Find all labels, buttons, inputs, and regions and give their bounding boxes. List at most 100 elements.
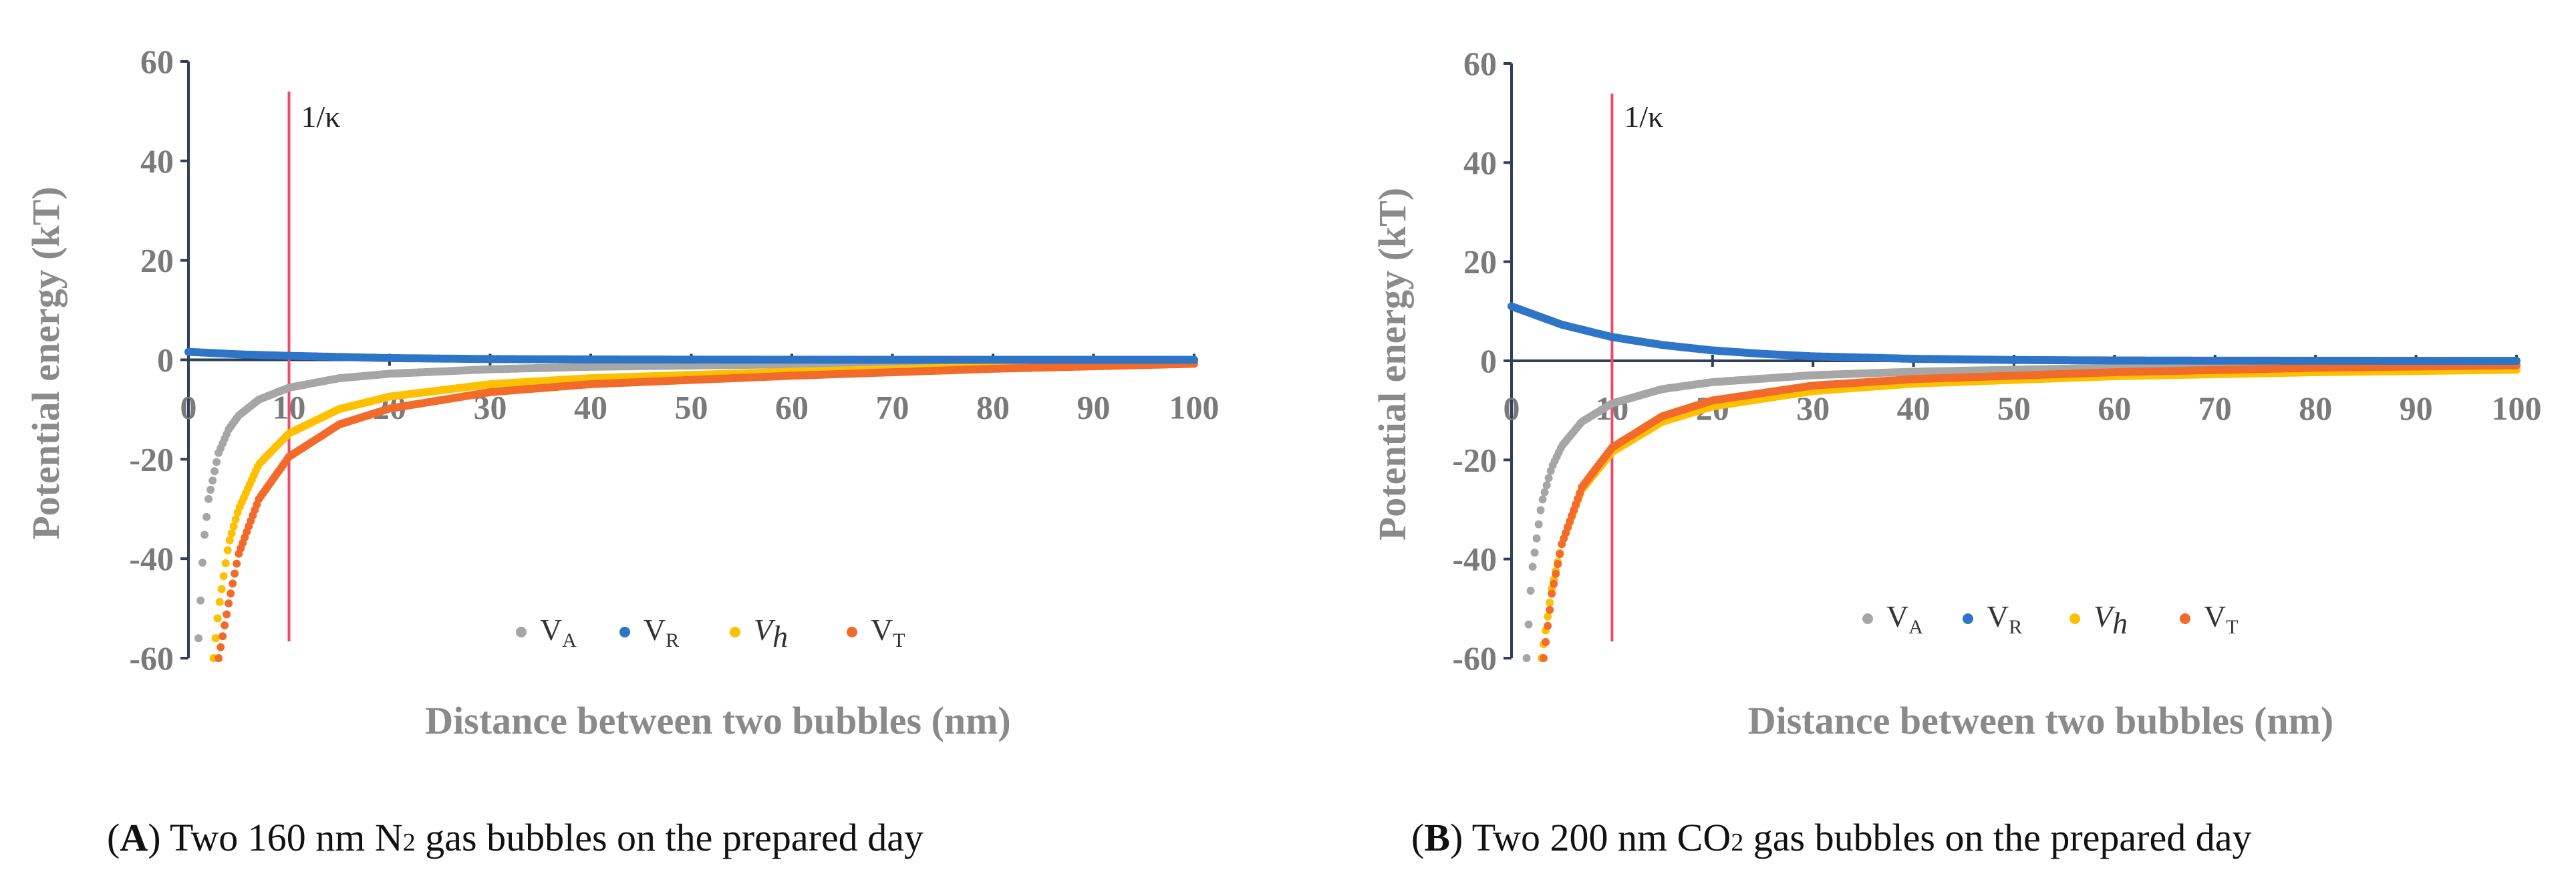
y-tick-label: 0	[1480, 342, 1497, 380]
y-tick-label: 40	[140, 142, 174, 180]
series-vt	[214, 359, 1198, 662]
data-point-vt	[214, 654, 223, 662]
legend-item-vh: Vh	[2069, 599, 2128, 640]
series-vr	[1508, 302, 2521, 365]
series-vt	[1540, 361, 2521, 662]
x-tick-label: 40	[574, 389, 607, 426]
legend-item-vt: VT	[847, 613, 905, 651]
data-point-vt	[1540, 654, 1548, 662]
data-point-va	[208, 476, 217, 485]
data-point-vt	[225, 599, 233, 608]
legend-marker	[2069, 613, 2080, 624]
legend-label: VR	[643, 613, 679, 651]
data-point-vh	[217, 585, 226, 593]
x-tick-label: 100	[2492, 390, 2542, 427]
data-point-vt	[1544, 621, 1552, 630]
y-tick-label: -20	[129, 440, 174, 478]
legend-label: VA	[1886, 599, 1923, 638]
legend-marker	[2180, 613, 2190, 624]
y-tick-label: 20	[1463, 243, 1497, 281]
x-tick-label: 60	[2098, 390, 2131, 427]
data-point-vt	[217, 643, 225, 651]
data-point-vh	[219, 572, 228, 581]
x-tick-label: 90	[1077, 389, 1111, 426]
y-tick-label: -60	[129, 639, 174, 677]
legend-item-vt: VT	[2180, 599, 2239, 638]
x-tick-label: 0	[1504, 390, 1520, 427]
legend-label: VT	[2204, 599, 2239, 638]
data-point-va	[1532, 534, 1541, 543]
data-point-va	[1526, 587, 1535, 595]
legend-item-va: VA	[516, 613, 577, 651]
data-point-vh	[223, 546, 232, 555]
legend-item-va: VA	[1862, 599, 1923, 638]
y-tick-label: 20	[140, 242, 174, 279]
legend-marker	[847, 627, 857, 637]
data-point-vt	[1552, 569, 1560, 578]
kappa-label: 1/κ	[1624, 100, 1663, 134]
data-point-vh	[225, 536, 234, 545]
y-tick-label: 60	[140, 43, 174, 80]
data-point-vt	[1554, 560, 1562, 569]
data-point-vt	[1542, 637, 1550, 646]
x-tick-label: 70	[876, 389, 909, 426]
data-point-va	[196, 596, 205, 605]
data-point-vr	[1190, 355, 1198, 364]
data-point-vt	[1556, 550, 1564, 559]
data-point-va	[1534, 520, 1543, 529]
data-point-va	[1530, 549, 1539, 557]
data-point-va	[200, 531, 209, 539]
data-point-va	[1544, 474, 1553, 482]
data-point-va	[1542, 481, 1551, 490]
y-tick-label: 0	[157, 341, 174, 379]
x-tick-label: 90	[2400, 390, 2433, 427]
x-tick-label: 100	[1169, 389, 1220, 426]
legend-label: VR	[1987, 599, 2022, 638]
series-va	[194, 359, 1198, 643]
data-point-va	[210, 467, 219, 476]
chart-panel-a: 6040200-20-40-6001020304050607080901001/…	[24, 43, 1220, 742]
data-point-vt	[1548, 589, 1556, 598]
y-axis-title: Potential energy (kT)	[1371, 188, 1414, 541]
data-point-vh	[1544, 612, 1552, 621]
legend-label: VT	[871, 613, 905, 651]
legend-label: Vh	[2094, 599, 2128, 640]
chart-panel-b: 6040200-20-40-6001020304050607080901001/…	[1371, 45, 2542, 742]
data-point-vt	[221, 621, 229, 629]
y-tick-label: 60	[1463, 45, 1497, 82]
data-point-vh	[215, 597, 224, 606]
data-point-va	[206, 486, 215, 494]
data-point-va	[1524, 620, 1533, 629]
data-point-vh	[213, 614, 222, 623]
x-tick-label: 40	[1897, 390, 1930, 427]
legend-item-vr: VR	[619, 613, 679, 651]
legend-item-vr: VR	[1963, 599, 2022, 638]
x-axis-title: Distance between two bubbles (nm)	[425, 699, 1010, 742]
data-point-vh	[231, 515, 240, 524]
data-point-va	[194, 634, 203, 643]
x-tick-label: 80	[976, 389, 1010, 426]
data-point-vt	[229, 579, 237, 588]
legend-item-vh: Vh	[730, 613, 788, 653]
y-tick-label: 40	[1463, 144, 1497, 181]
data-point-vh	[211, 634, 220, 643]
data-point-vh	[229, 522, 238, 531]
data-point-va	[1538, 495, 1547, 504]
caption-b: (B) Two 200 nm CO2 gas bubbles on the pr…	[1411, 816, 2252, 859]
data-point-vt	[219, 632, 227, 641]
caption-a: (A) Two 160 nm N2 gas bubbles on the pre…	[107, 816, 923, 859]
data-point-va	[1522, 654, 1531, 662]
legend-marker	[516, 627, 527, 637]
data-point-vt	[223, 610, 231, 619]
x-tick-label: 50	[1997, 390, 2031, 427]
data-point-vt	[227, 589, 235, 598]
x-tick-label: 60	[775, 389, 809, 426]
y-axis-title: Potential energy (kT)	[24, 186, 67, 539]
legend-marker	[1862, 613, 1873, 624]
data-point-va	[204, 494, 213, 503]
x-tick-label: 50	[675, 389, 708, 426]
data-point-va	[202, 512, 211, 521]
legend-label: VA	[540, 613, 577, 651]
data-point-va	[212, 458, 221, 466]
